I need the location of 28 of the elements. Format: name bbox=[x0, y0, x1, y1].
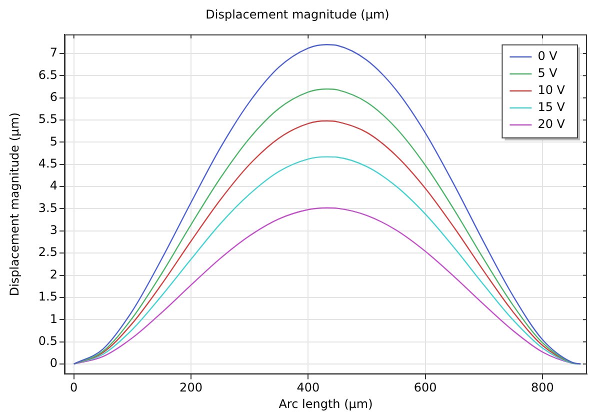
y-tick-label: 0.5 bbox=[38, 334, 58, 348]
y-tick-label: 1.5 bbox=[38, 290, 58, 304]
legend-label: 15 V bbox=[538, 100, 566, 114]
y-axis-title: Displacement magnitude (µm) bbox=[7, 112, 22, 296]
y-tick-label: 4.5 bbox=[38, 156, 58, 170]
y-tick-label: 6.5 bbox=[38, 68, 58, 82]
y-tick-label: 3.5 bbox=[38, 200, 58, 215]
x-tick-label: 400 bbox=[296, 380, 320, 395]
y-tick-label: 0 bbox=[50, 356, 58, 370]
y-tick-label: 3 bbox=[50, 223, 58, 238]
y-tick-label: 2 bbox=[50, 267, 58, 282]
chart-title: Displacement magnitude (µm) bbox=[206, 7, 390, 22]
y-tick-label: 7 bbox=[50, 46, 58, 60]
y-tick-label: 4 bbox=[50, 178, 58, 193]
legend-label: 0 V bbox=[538, 49, 558, 64]
x-tick-label: 0 bbox=[70, 380, 78, 395]
y-tick-label: 6 bbox=[50, 90, 58, 104]
legend-label: 10 V bbox=[538, 83, 566, 98]
x-tick-label: 800 bbox=[531, 380, 554, 395]
y-tick-label: 5.5 bbox=[38, 112, 58, 126]
y-tick-label: 2.5 bbox=[38, 245, 58, 260]
y-tick-label: 5 bbox=[50, 134, 58, 148]
legend-label: 5 V bbox=[538, 66, 558, 80]
y-tick-label: 1 bbox=[50, 312, 58, 326]
legend-label: 20 V bbox=[538, 117, 566, 132]
x-tick-label: 200 bbox=[180, 380, 202, 395]
x-tick-label: 600 bbox=[414, 380, 437, 395]
x-axis-title: Arc length (µm) bbox=[278, 396, 373, 411]
